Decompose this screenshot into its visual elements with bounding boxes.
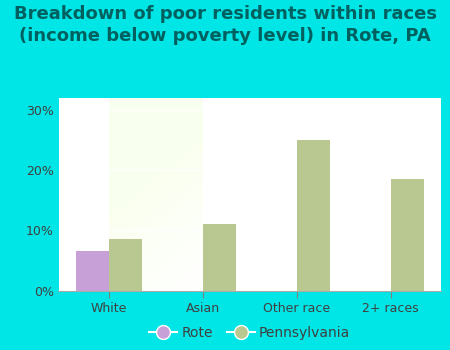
Bar [203, 224, 236, 290]
Bar [109, 239, 142, 290]
Bar [76, 251, 109, 290]
Bar [391, 179, 423, 290]
Bar [297, 140, 330, 290]
Text: Breakdown of poor residents within races
(income below poverty level) in Rote, P: Breakdown of poor residents within races… [14, 5, 436, 46]
Legend: Rote, Pennsylvania: Rote, Pennsylvania [144, 320, 356, 345]
